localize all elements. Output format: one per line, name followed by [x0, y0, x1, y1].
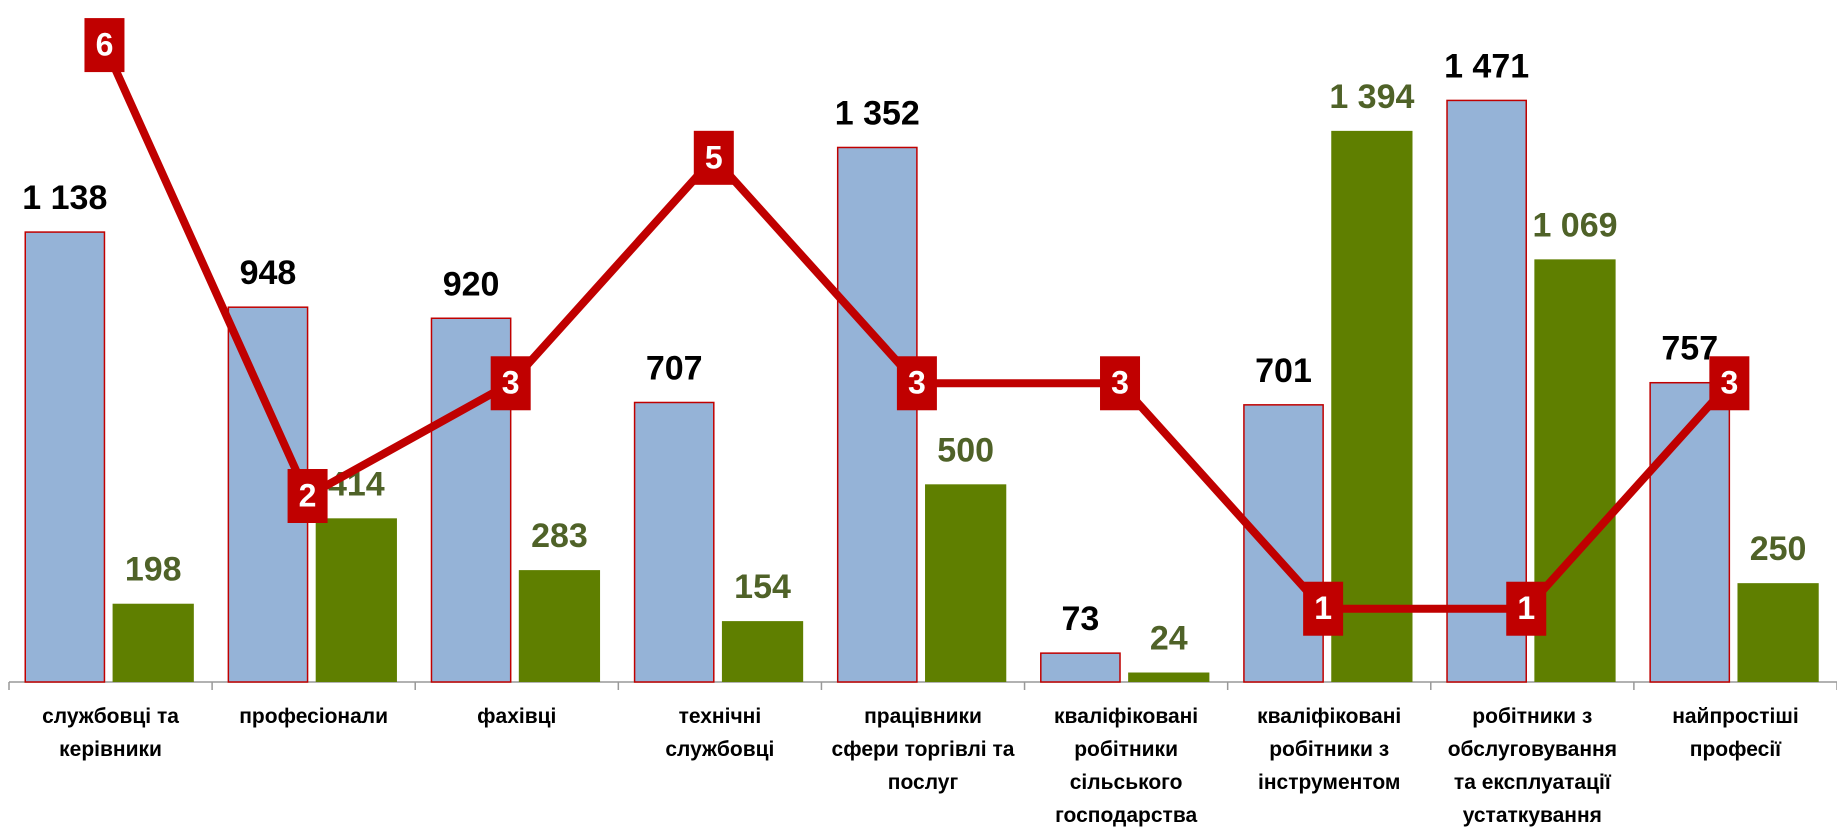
x-tick-label: кваліфіковані робітники з інструментом — [1257, 705, 1402, 794]
data-label: 500 — [937, 431, 994, 469]
data-label: 6 — [96, 27, 114, 63]
data-label: 250 — [1750, 530, 1807, 568]
data-label: 1 — [1314, 590, 1332, 626]
bar — [518, 570, 601, 682]
data-label: 5 — [705, 139, 723, 175]
data-label: 2 — [299, 477, 317, 513]
data-label: 73 — [1061, 600, 1099, 638]
bar — [315, 518, 397, 682]
data-label: 283 — [531, 517, 588, 555]
data-label: 701 — [1255, 352, 1312, 390]
bar — [1243, 404, 1324, 683]
bar — [925, 484, 1007, 682]
data-label: 3 — [502, 365, 520, 401]
bar — [1534, 259, 1616, 682]
x-tick-label: фахівці — [477, 705, 557, 728]
data-label: 948 — [240, 254, 297, 292]
x-tick-label: кваліфіковані робітники сільського госпо… — [1054, 705, 1199, 827]
line-marker — [490, 356, 531, 411]
data-label: 1 — [1517, 590, 1535, 626]
data-label: 1 352 — [835, 94, 920, 132]
x-tick-label: службовці та керівники — [42, 705, 179, 761]
line-marker — [287, 469, 328, 523]
bar — [1331, 130, 1413, 682]
bar — [1737, 583, 1819, 682]
bar — [721, 621, 804, 682]
data-label: 1 138 — [22, 179, 107, 217]
bar — [1040, 652, 1121, 683]
bar — [1128, 672, 1210, 682]
line-marker — [1100, 356, 1141, 411]
bar — [836, 146, 918, 683]
data-label: 154 — [734, 568, 791, 606]
bar — [24, 231, 106, 683]
line-marker — [896, 356, 937, 411]
data-label: 198 — [125, 551, 182, 589]
line-marker — [693, 130, 734, 185]
line-marker — [84, 18, 125, 73]
x-tick-label: робітники з обслуговування та експлуатац… — [1447, 705, 1617, 827]
x-tick-label: найпростіші професії — [1672, 705, 1799, 761]
x-tick-label: технічні службовці — [665, 705, 775, 761]
data-label: 757 — [1661, 330, 1718, 368]
data-label: 3 — [1111, 365, 1129, 401]
data-label: 920 — [443, 265, 500, 303]
bar — [112, 603, 194, 682]
x-tick-label: працівники сфери торгівлі та послуг — [831, 705, 1015, 794]
bar — [633, 401, 715, 683]
line-marker — [1709, 356, 1750, 411]
x-tick-label: професіонали — [239, 705, 389, 728]
line-marker — [1303, 581, 1344, 636]
line-marker — [1506, 581, 1547, 636]
data-label: 24 — [1150, 619, 1188, 657]
data-label: 1 471 — [1444, 47, 1529, 85]
data-label: 1 394 — [1329, 78, 1414, 116]
data-label: 707 — [646, 349, 703, 387]
data-label: 3 — [1720, 365, 1738, 401]
data-label: 1 069 — [1532, 206, 1617, 244]
data-label: 3 — [908, 365, 926, 401]
